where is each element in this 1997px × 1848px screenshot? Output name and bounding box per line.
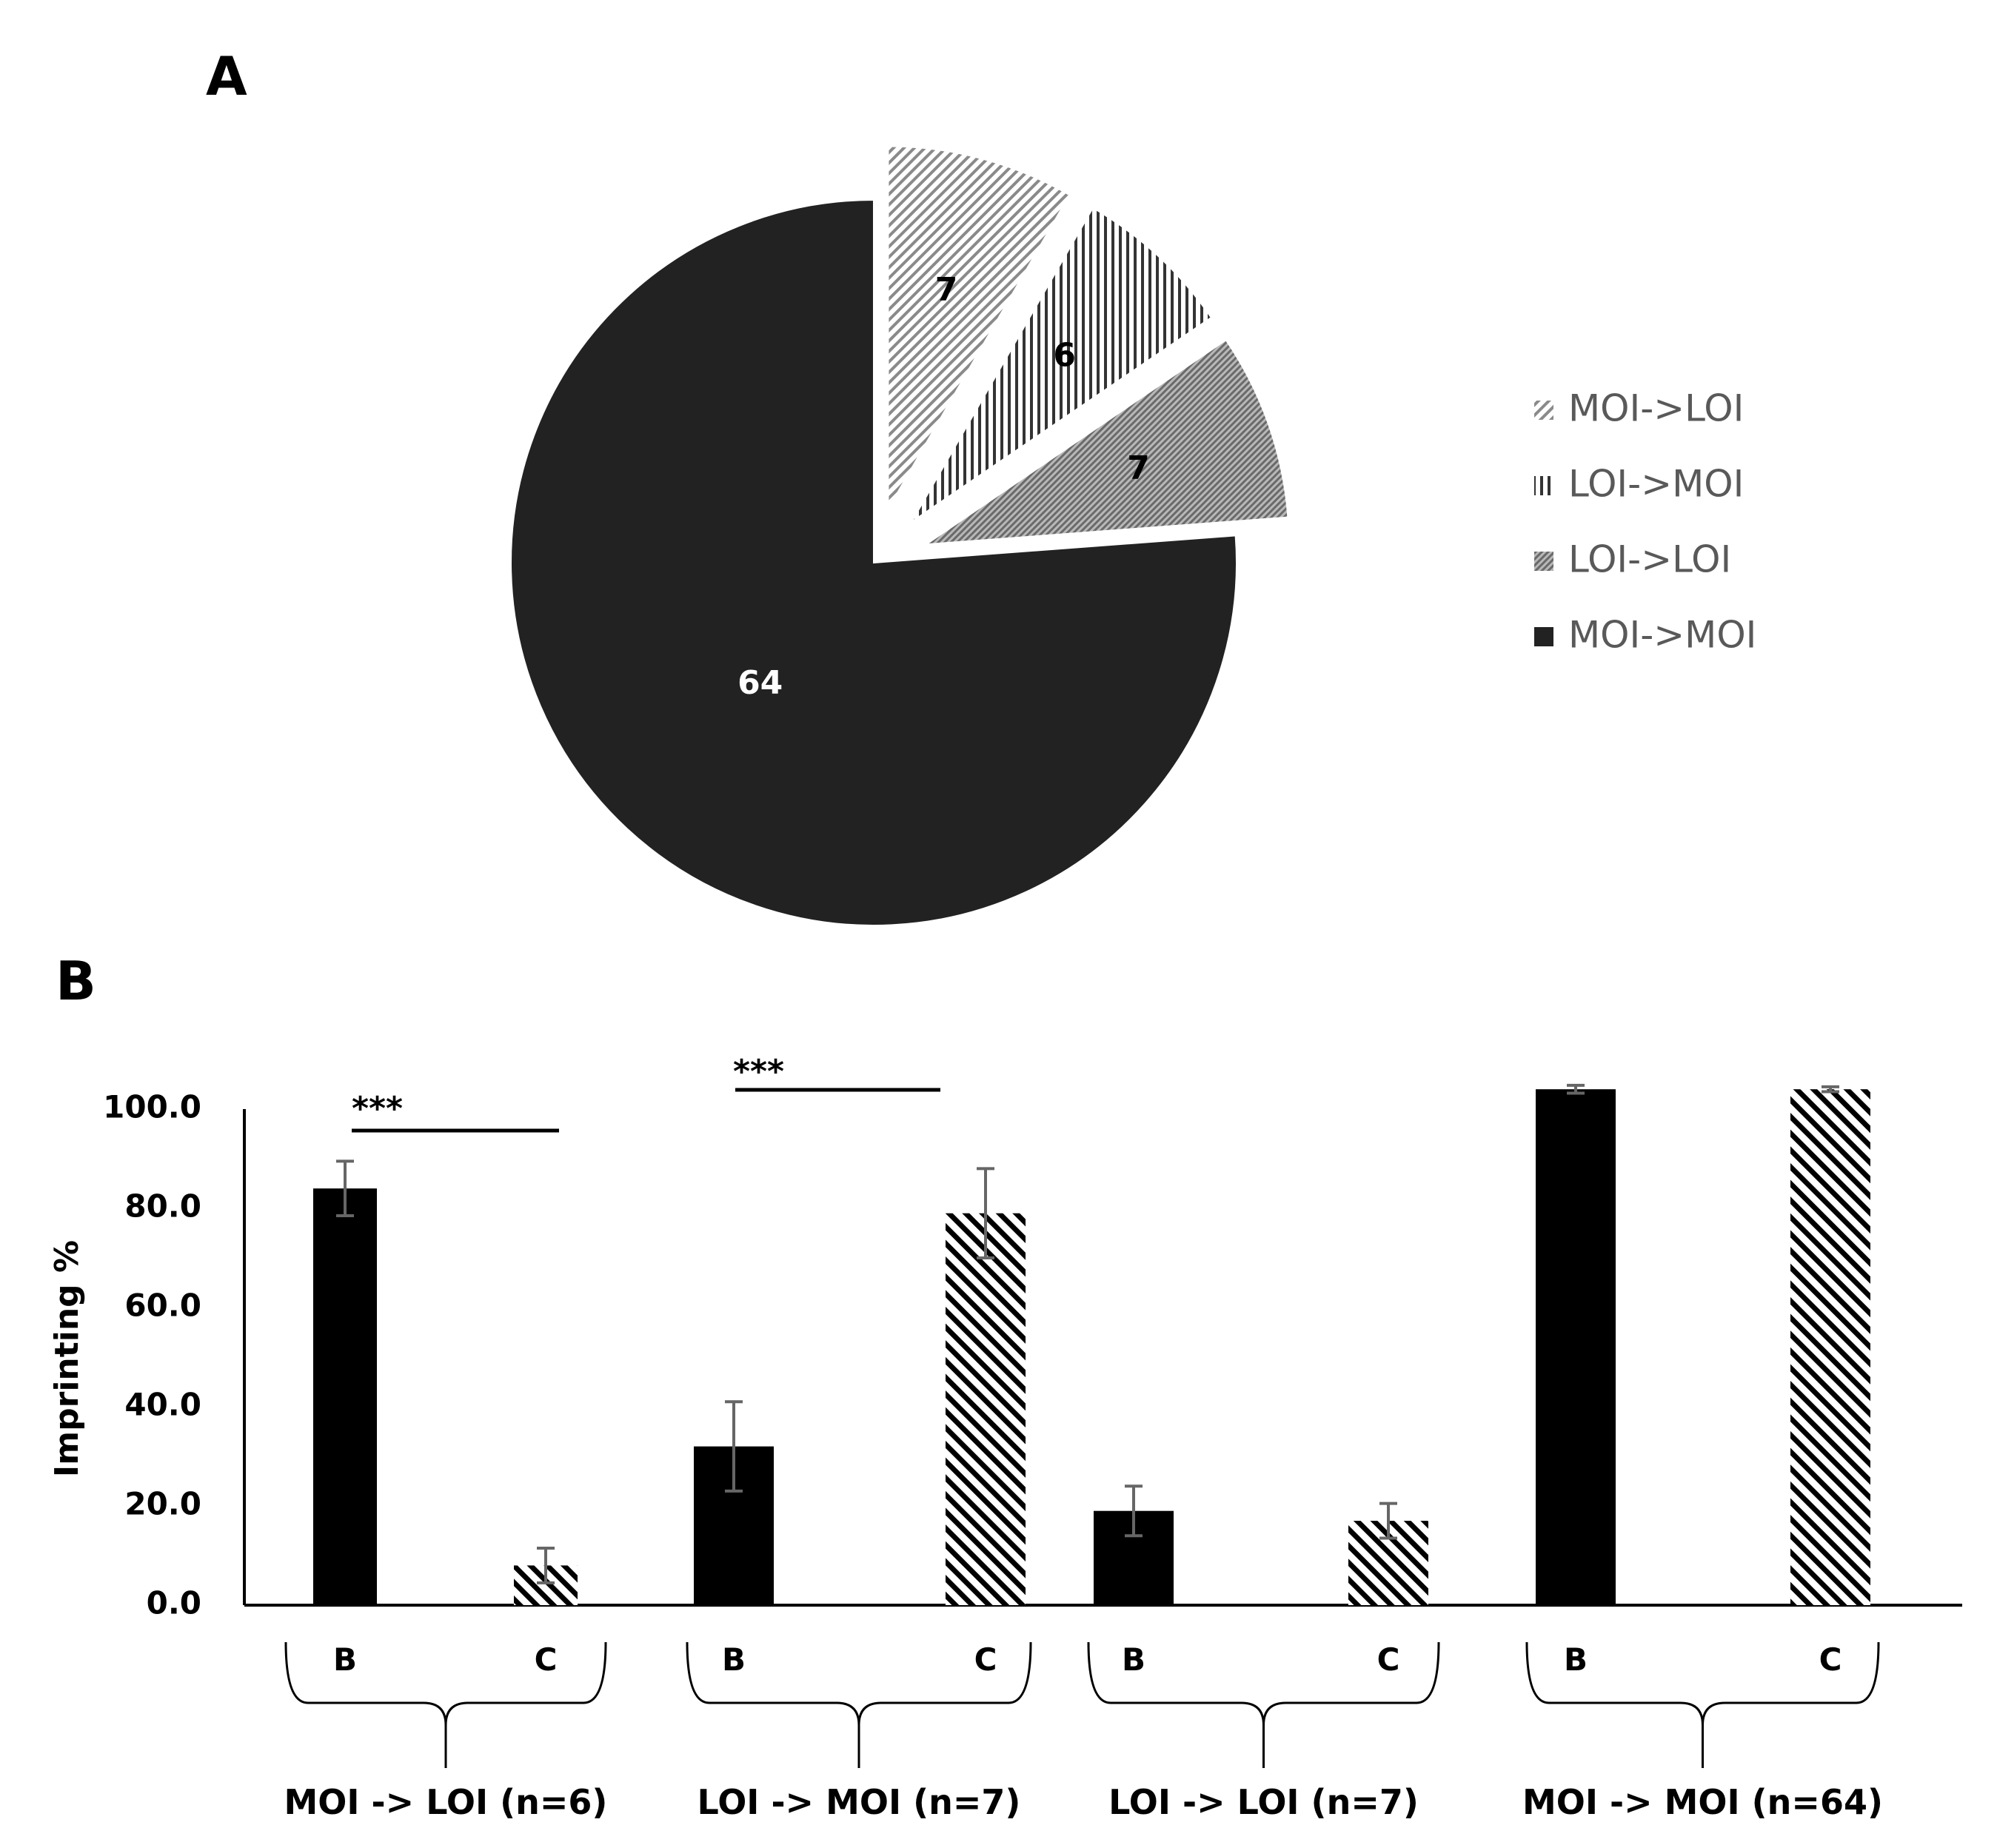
y-tick-label: 100.0 — [103, 1089, 201, 1125]
bar-label-b: B — [722, 1641, 746, 1678]
error-bar-c-loi-moi-n-7 — [977, 1167, 994, 1259]
pie-slice-loi-moi — [911, 207, 1213, 523]
group-labels: B C MOI -> LOI (n=6) B C LOI -> MOI (n=7) B C LO… — [284, 1641, 1883, 1822]
bar-label-c: C — [1377, 1641, 1400, 1678]
bar-series — [313, 1089, 1870, 1605]
y-axis-title: Imprinting % — [48, 1240, 86, 1477]
group-label-moi-moi-n-64: MOI -> MOI (n=64) — [1522, 1782, 1883, 1822]
legend-label-moi-loi: MOI->LOI — [1568, 387, 1744, 430]
error-bar-b-moi-moi-n-64 — [1567, 1083, 1585, 1095]
pie-chart — [510, 145, 1289, 926]
significance-stars: *** — [352, 1090, 403, 1128]
bar-b-moi-moi-n-64 — [1536, 1089, 1616, 1605]
pie-value-loi-moi: 6 — [1053, 336, 1076, 374]
y-tick-label: 60.0 — [124, 1288, 201, 1324]
y-tick-label: 20.0 — [124, 1486, 201, 1522]
y-tick-label: 0.0 — [147, 1585, 201, 1621]
y-tick-label: 40.0 — [124, 1387, 201, 1423]
pie-slice-loi-loi — [923, 338, 1289, 546]
legend-swatch-loi-loi — [1534, 552, 1553, 571]
group-brace — [284, 1641, 607, 1768]
bar-c-loi-moi-n-7 — [946, 1213, 1026, 1605]
bar-label-c: C — [1819, 1641, 1842, 1678]
error-bar-b-loi-moi-n-7 — [725, 1400, 743, 1493]
legend-label-loi-moi: LOI->MOI — [1568, 463, 1744, 506]
group-brace — [1525, 1641, 1880, 1768]
group-brace — [1087, 1641, 1440, 1768]
bar-label-c: C — [535, 1641, 558, 1678]
pie-legend: MOI->LOI LOI->MOI LOI->LOI MOI->MOI — [1534, 387, 1756, 657]
legend-swatch-moi-moi — [1534, 627, 1553, 646]
pie-value-moi-loi: 7 — [935, 271, 958, 309]
bar-b-moi-loi-n-6 — [313, 1188, 377, 1605]
error-bar-c-moi-loi-n-6 — [537, 1546, 555, 1584]
y-tick-label: 80.0 — [124, 1188, 201, 1225]
pie-value-moi-moi: 64 — [737, 664, 783, 702]
error-bar-c-loi-loi-n-7 — [1379, 1502, 1397, 1540]
significance-stars: *** — [733, 1053, 784, 1091]
pie-slice-moi-moi — [510, 198, 1237, 926]
group-label-loi-moi-n-7: LOI -> MOI (n=7) — [698, 1782, 1021, 1822]
pie-slice-moi-loi — [887, 145, 1071, 512]
error-bar-b-loi-loi-n-7 — [1125, 1484, 1143, 1538]
bar-label-b: B — [333, 1641, 357, 1678]
group-label-loi-loi-n-7: LOI -> LOI (n=7) — [1108, 1782, 1419, 1822]
legend-label-loi-loi: LOI->LOI — [1568, 538, 1731, 581]
group-brace — [686, 1641, 1032, 1768]
legend-swatch-moi-loi — [1534, 401, 1553, 420]
legend-label-moi-moi: MOI->MOI — [1568, 614, 1756, 657]
bar-label-b: B — [1564, 1641, 1588, 1678]
group-label-moi-loi-n-6: MOI -> LOI (n=6) — [284, 1782, 608, 1822]
error-bar-b-moi-loi-n-6 — [336, 1159, 354, 1218]
bar-label-b: B — [1122, 1641, 1145, 1678]
legend-swatch-loi-moi — [1534, 476, 1553, 495]
panel-label-b: B — [56, 950, 96, 1012]
error-bars — [336, 1083, 1839, 1584]
panel-label-a: A — [206, 45, 247, 107]
bar-label-c: C — [974, 1641, 997, 1678]
bar-c-moi-moi-n-64 — [1790, 1089, 1870, 1605]
error-bar-c-moi-moi-n-64 — [1822, 1085, 1839, 1094]
pie-value-labels: 7 6 7 64 — [737, 271, 1150, 702]
significance-markers: *** *** — [352, 1053, 940, 1133]
pie-value-loi-loi: 7 — [1127, 449, 1150, 487]
